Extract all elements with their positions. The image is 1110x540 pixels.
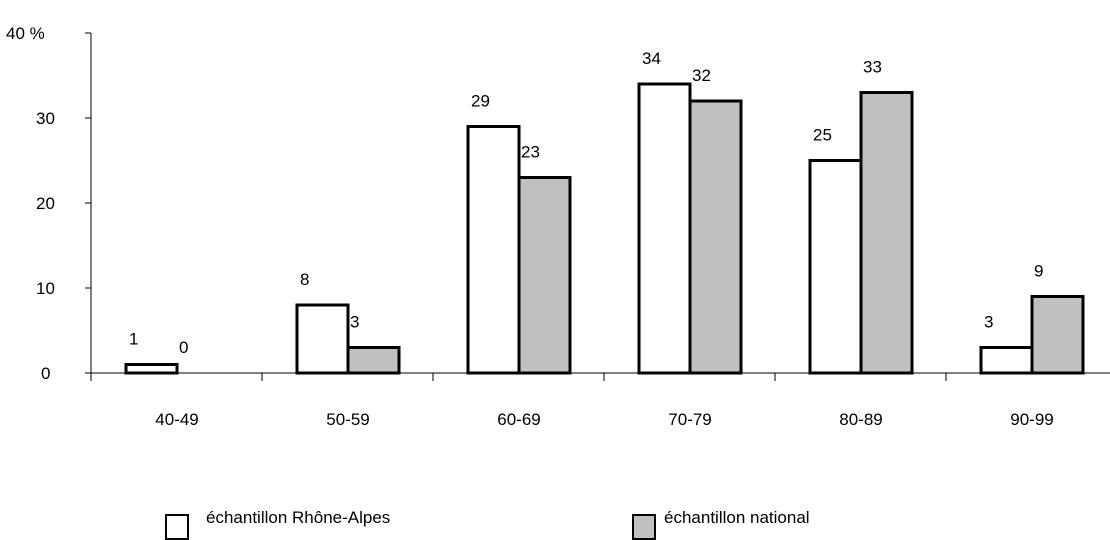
legend-label-rhone-alpes: échantillon Rhône-Alpes [206,508,391,527]
data-label-series0-70-79: 34 [642,49,661,68]
legend-swatch-rhone-alpes [165,514,189,540]
bars [124,82,1085,375]
bar-series0-70-79 [637,82,692,375]
data-label-series1-40-49: 0 [179,338,188,357]
bar-series0-50-59 [295,303,350,375]
data-label-series1-80-89: 33 [863,58,882,77]
bar-series1-50-59 [346,346,401,375]
y-axis: 0 10 20 30 40 % [6,24,92,383]
x-tick-label-70-79: 70-79 [668,410,711,429]
x-tick-label-40-49: 40-49 [155,410,198,429]
x-tick-label-80-89: 80-89 [839,410,882,429]
legend-swatch-national [632,514,656,540]
data-label-series1-70-79: 32 [692,66,711,85]
y-tick-label-3: 30 [36,109,55,128]
x-tick-label-60-69: 60-69 [497,410,540,429]
y-tick-label-4: 40 % [6,24,45,43]
bar-series0-90-99 [979,346,1034,375]
y-tick-label-1: 10 [36,279,55,298]
data-label-series0-90-99: 3 [984,313,993,332]
bar-series0-60-69 [466,125,521,375]
data-label-series0-60-69: 29 [471,92,490,111]
data-label-series1-90-99: 9 [1034,262,1043,281]
x-axis: 40-49 50-59 60-69 70-79 80-89 90-99 [90,372,1110,429]
y-tick-label-0: 0 [41,364,50,383]
data-label-series1-50-59: 3 [350,313,359,332]
data-label-series0-80-89: 25 [813,126,832,145]
bar-series0-40-49 [124,363,179,375]
data-label-series0-50-59: 8 [300,270,309,289]
bar-series1-60-69 [517,176,572,375]
legend-label-national: échantillon national [664,508,810,527]
data-label-series1-60-69: 23 [521,143,540,162]
y-tick-label-2: 20 [36,194,55,213]
x-tick-label-90-99: 90-99 [1010,410,1053,429]
bar-series0-80-89 [808,159,863,375]
bar-series1-70-79 [688,99,743,375]
x-tick-label-50-59: 50-59 [326,410,369,429]
bar-series1-90-99 [1030,295,1085,375]
bar-series1-80-89 [859,91,914,375]
data-label-series0-40-49: 1 [129,330,138,349]
